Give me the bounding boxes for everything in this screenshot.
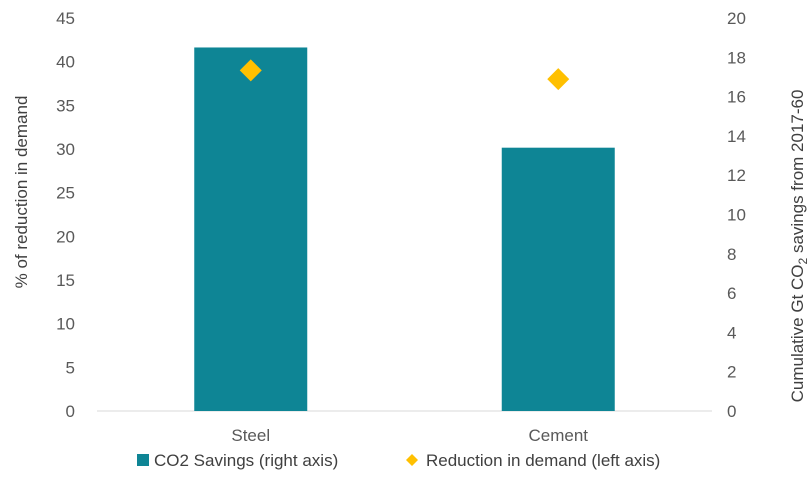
x-axis-ticks: Steel Cement xyxy=(231,426,588,445)
left-tick-label: 20 xyxy=(56,227,75,246)
right-tick-label: 6 xyxy=(727,284,736,303)
right-axis-title-subscript: 2 xyxy=(796,257,810,264)
left-tick-label: 40 xyxy=(56,53,75,72)
left-axis-ticks: 0 5 10 15 20 25 30 35 40 45 xyxy=(56,9,75,421)
right-tick-label: 2 xyxy=(727,363,736,382)
left-tick-label: 30 xyxy=(56,140,75,159)
left-tick-label: 15 xyxy=(56,271,75,290)
right-tick-label: 12 xyxy=(727,166,746,185)
x-tick-label: Steel xyxy=(231,426,270,445)
x-tick-label: Cement xyxy=(528,426,588,445)
legend: CO2 Savings (right axis) Reduction in de… xyxy=(137,451,660,470)
right-axis-ticks: 0 2 4 6 8 10 12 14 16 18 20 xyxy=(727,9,746,421)
bar-series xyxy=(194,47,615,411)
right-tick-label: 4 xyxy=(727,323,736,342)
right-tick-label: 10 xyxy=(727,206,746,225)
right-tick-label: 18 xyxy=(727,48,746,67)
right-tick-label: 16 xyxy=(727,88,746,107)
marker-point xyxy=(239,59,262,82)
right-axis-title: Cumulative Gt CO2 savings from 2017-60 xyxy=(788,90,810,403)
right-axis-title-rest: savings from 2017-60 xyxy=(788,90,807,258)
right-axis-title-main: Cumulative Gt CO xyxy=(788,264,807,402)
left-tick-label: 35 xyxy=(56,96,75,115)
left-axis-title: % of reduction in demand xyxy=(12,96,31,289)
left-tick-label: 25 xyxy=(56,184,75,203)
right-tick-label: 8 xyxy=(727,245,736,264)
bar xyxy=(194,47,308,411)
legend-swatch-reduction-in-demand xyxy=(406,454,418,466)
marker-point xyxy=(547,68,570,91)
left-tick-label: 0 xyxy=(66,402,75,421)
bar xyxy=(501,147,615,411)
left-tick-label: 45 xyxy=(56,9,75,28)
left-tick-label: 5 xyxy=(66,358,75,377)
marker-series xyxy=(239,59,570,91)
legend-label-reduction-in-demand: Reduction in demand (left axis) xyxy=(426,451,660,470)
right-tick-label: 20 xyxy=(727,9,746,28)
right-tick-label: 14 xyxy=(727,127,746,146)
left-tick-label: 10 xyxy=(56,315,75,334)
legend-swatch-co2-savings xyxy=(137,454,149,466)
right-tick-label: 0 xyxy=(727,402,736,421)
legend-label-co2-savings: CO2 Savings (right axis) xyxy=(154,451,338,470)
